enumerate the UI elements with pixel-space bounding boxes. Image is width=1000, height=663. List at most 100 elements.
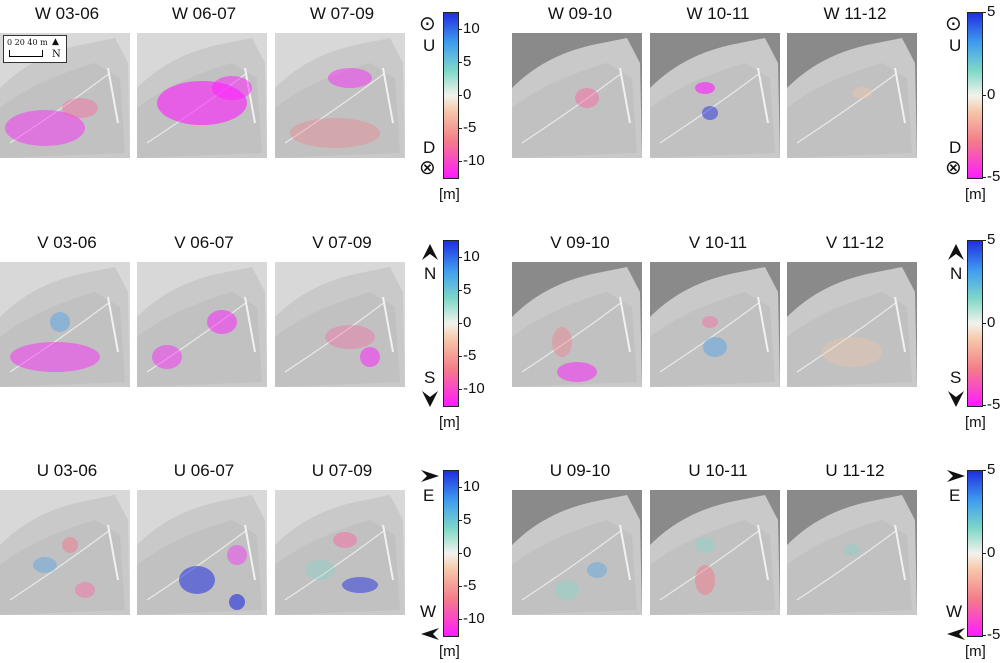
title-row1-p2: W 06-07 xyxy=(171,4,237,23)
colorbar-left-row3-tick-label: 0 xyxy=(463,543,472,561)
displacement-map-panel xyxy=(787,262,917,387)
colorbar-left-row1-tick-label: -5 xyxy=(463,118,477,136)
dir-down-label-right: D xyxy=(949,138,962,157)
hillshade-map xyxy=(787,262,917,387)
colorbar-left-row3-tick-label: 10 xyxy=(463,477,480,495)
dir-west-label-right: W xyxy=(946,602,963,621)
dir-south-label-right: S xyxy=(950,368,962,387)
colorbar-right-row1-tickmark xyxy=(982,12,986,13)
displacement-map-panel xyxy=(512,490,642,615)
south-arrow-icon-right xyxy=(948,391,964,407)
displacement-map-panel xyxy=(137,33,267,158)
displacement-map-panel xyxy=(137,490,267,615)
colorbar-right-row1-tick-label: 0 xyxy=(987,85,996,103)
colorbar-right-row1-tickmark xyxy=(982,94,986,96)
unit-right-row2: [m] xyxy=(965,414,986,431)
colorbar-left-row1-tickmark xyxy=(458,94,462,96)
title-row2-p6: V 11-12 xyxy=(825,233,885,252)
displacement-map-panel xyxy=(512,33,642,158)
colorbar-left-row2 xyxy=(443,240,459,407)
hillshade-map xyxy=(650,490,780,615)
colorbar-left-row2-tickmark xyxy=(458,322,462,324)
colorbar-left-row3-tickmark xyxy=(458,618,462,620)
colorbar-left-row2-tick-label: 0 xyxy=(463,313,472,331)
north-arrow-icon: ▲ xyxy=(52,37,59,47)
colorbar-right-row3-tickmark xyxy=(982,552,986,554)
dir-east-label-right: E xyxy=(949,486,961,505)
colorbar-left-row2-tickmark xyxy=(458,289,462,291)
title-row1-p6: W 11-12 xyxy=(823,4,887,23)
colorbar-left-row1 xyxy=(443,12,459,179)
title-row1-p3: W 07-09 xyxy=(309,4,375,23)
colorbar-right-row2-tick-label: 5 xyxy=(987,231,996,248)
dir-south-label-left: S xyxy=(424,368,436,387)
colorbar-left-row2-tick-label: 5 xyxy=(463,280,472,298)
title-row1-p4: W 09-10 xyxy=(547,4,613,23)
colorbar-right-row1 xyxy=(967,12,983,179)
colorbar-right-row1-tick-label: -5 xyxy=(987,168,1000,185)
colorbar-right-row2-tickmark xyxy=(982,405,986,406)
hillshade-map xyxy=(650,33,780,158)
colorbar-left-row3-tickmark xyxy=(458,585,462,587)
colorbar-left-row3-tickmark xyxy=(458,486,462,488)
colorbar-left-row1-tickmark xyxy=(458,28,462,30)
colorbar-left-row2-tickmark xyxy=(458,256,462,258)
hillshade-map xyxy=(275,262,405,387)
dir-east-label-left: E xyxy=(423,486,435,505)
title-row3-p5: U 10-11 xyxy=(688,461,748,480)
colorbar-right-row2 xyxy=(967,240,983,407)
hillshade-map xyxy=(0,262,130,387)
up-out-of-page-icon-right: ⊙ xyxy=(945,13,962,35)
scale-bar: 0 20 40 m ▲ N xyxy=(3,35,67,63)
hillshade-map xyxy=(512,490,642,615)
down-into-page-icon: ⊗ xyxy=(419,157,436,179)
displacement-map-panel xyxy=(512,262,642,387)
west-arrow-icon-right xyxy=(947,628,965,640)
colorbar-left-row1-tickmark xyxy=(458,127,462,129)
colorbar-left-row1-tickmark xyxy=(458,160,462,162)
colorbar-left-row3 xyxy=(443,470,459,637)
north-label: N xyxy=(52,49,61,60)
dir-up-label-left: U xyxy=(423,36,436,55)
colorbar-right-row3-tick-label: -5 xyxy=(987,626,1000,643)
title-row1-p1: W 03-06 xyxy=(34,4,100,23)
hillshade-map xyxy=(787,490,917,615)
colorbar-right-row3-tickmark xyxy=(982,635,986,636)
colorbar-right-row3-tick-label: 5 xyxy=(987,461,996,478)
colorbar-left-row2-tick-label: -10 xyxy=(463,379,485,397)
hillshade-map xyxy=(275,490,405,615)
displacement-map-panel xyxy=(787,33,917,158)
displacement-map-panel xyxy=(137,262,267,387)
colorbar-left-row3-tick-label: -10 xyxy=(463,609,485,627)
hillshade-map xyxy=(137,490,267,615)
colorbar-left-row2-tickmark xyxy=(458,355,462,357)
dir-up-label-right: U xyxy=(949,36,962,55)
unit-right-row3: [m] xyxy=(965,643,986,660)
title-row2-p4: V 09-10 xyxy=(550,233,610,252)
colorbar-left-row3-tickmark xyxy=(458,552,462,554)
colorbar-left-row3-tick-label: 5 xyxy=(463,510,472,528)
south-arrow-icon-left xyxy=(422,391,438,407)
displacement-map-panel xyxy=(650,262,780,387)
title-row1-p5: W 10-11 xyxy=(686,4,750,23)
colorbar-right-row3-tickmark xyxy=(982,470,986,471)
title-row2-p3: V 07-09 xyxy=(312,233,372,252)
colorbar-left-row1-tickmark xyxy=(458,61,462,63)
displacement-map-panel xyxy=(650,33,780,158)
east-arrow-icon-right xyxy=(947,470,965,482)
colorbar-right-row2-tick-label: 0 xyxy=(987,313,996,331)
displacement-map-panel xyxy=(275,262,405,387)
colorbar-left-row1-tick-label: 10 xyxy=(463,19,480,37)
unit-right-row1: [m] xyxy=(965,186,986,203)
colorbar-right-row2-tickmark xyxy=(982,240,986,241)
title-row2-p2: V 06-07 xyxy=(174,233,234,252)
colorbar-left-row1-tick-label: 5 xyxy=(463,52,472,70)
east-arrow-icon-left xyxy=(421,470,439,482)
dir-west-label-left: W xyxy=(420,602,437,621)
colorbar-right-row3 xyxy=(967,470,983,637)
title-row3-p4: U 09-10 xyxy=(549,461,611,480)
scale-label: 0 20 40 m xyxy=(7,38,48,47)
dir-down-label-left: D xyxy=(423,138,436,157)
colorbar-right-row2-tickmark xyxy=(982,322,986,324)
colorbar-left-row3-tickmark xyxy=(458,519,462,521)
